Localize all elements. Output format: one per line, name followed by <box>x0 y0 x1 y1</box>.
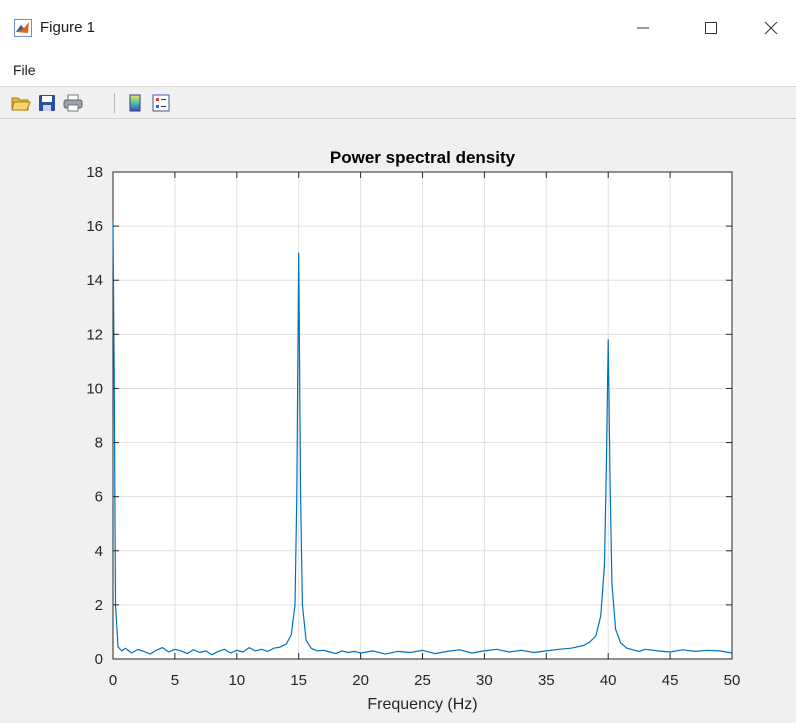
x-tick-label: 25 <box>414 672 431 689</box>
insert-legend-button[interactable] <box>150 92 172 114</box>
y-tick-label: 14 <box>86 272 103 289</box>
print-button[interactable] <box>62 92 84 114</box>
save-button[interactable] <box>36 92 58 114</box>
y-tick-label: 4 <box>95 543 103 560</box>
x-tick-label: 0 <box>109 672 117 689</box>
x-tick-label: 5 <box>171 672 179 689</box>
y-tick-label: 10 <box>86 380 103 397</box>
maximize-icon <box>705 22 717 34</box>
y-tick-label: 8 <box>95 435 103 452</box>
window-title: Figure 1 <box>40 19 96 36</box>
figure-area: 0 5 10 15 20 25 30 35 40 45 50 0 2 4 6 8 10 12 14 16 18 Powe… <box>0 119 796 723</box>
save-icon <box>39 95 55 111</box>
x-tick-label: 20 <box>352 672 369 689</box>
chart-title: Power spectral density <box>330 148 516 167</box>
x-tick-label: 15 <box>290 672 307 689</box>
y-tick-label: 2 <box>95 597 103 614</box>
insert-colorbar-button[interactable] <box>124 92 146 114</box>
print-icon <box>63 94 83 112</box>
x-tick-label: 50 <box>724 672 741 689</box>
matlab-icon <box>14 19 32 37</box>
close-icon <box>764 21 778 35</box>
axis-ticks: 0 5 10 15 20 25 30 35 40 45 50 0 2 4 6 8 10 12 14 16 18 <box>86 164 740 689</box>
title-bar: Figure 1 <box>0 0 796 56</box>
psd-plot: 0 5 10 15 20 25 30 35 40 45 50 0 2 4 6 8 10 12 14 16 18 Powe… <box>86 148 740 713</box>
y-tick-label: 0 <box>95 651 103 668</box>
y-tick-label: 18 <box>86 164 103 181</box>
x-tick-label: 10 <box>228 672 245 689</box>
x-tick-label: 35 <box>538 672 555 689</box>
y-tick-label: 6 <box>95 489 103 506</box>
maximize-button[interactable] <box>688 10 734 46</box>
open-file-icon <box>11 97 31 111</box>
toolbar <box>0 87 796 119</box>
series-line <box>112 220 733 656</box>
toolbar-separator <box>114 93 115 113</box>
x-tick-label: 45 <box>662 672 679 689</box>
insert-colorbar-icon <box>129 94 141 112</box>
menu-bar: File <box>0 56 796 87</box>
open-file-button[interactable] <box>10 92 32 114</box>
minimize-button[interactable] <box>620 10 666 46</box>
close-button[interactable] <box>748 10 794 46</box>
x-tick-label: 40 <box>600 672 617 689</box>
x-tick-label: 30 <box>476 672 493 689</box>
y-tick-label: 16 <box>86 218 103 235</box>
insert-legend-icon <box>152 94 170 112</box>
minimize-icon <box>637 27 649 29</box>
y-tick-label: 12 <box>86 326 103 343</box>
grid-lines <box>113 172 732 659</box>
menu-file[interactable]: File <box>13 62 36 78</box>
x-axis-label: Frequency (Hz) <box>367 696 477 713</box>
